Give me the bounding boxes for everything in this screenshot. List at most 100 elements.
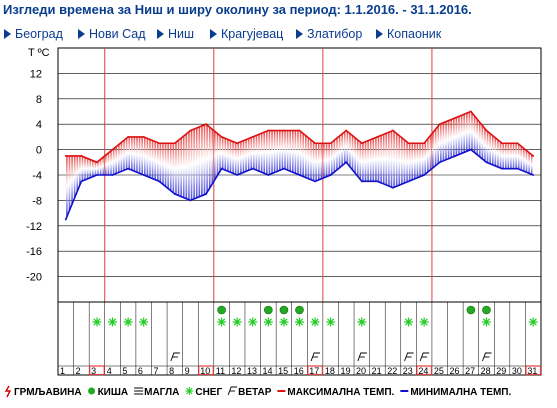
temperature-band-bar: [390, 131, 393, 188]
temperature-band-bar: [330, 142, 333, 174]
temperature-band-bar: [398, 135, 401, 186]
temperature-band-bar: [136, 136, 138, 173]
nav-label: Златибор: [307, 27, 363, 41]
max-temp-point: [220, 136, 223, 138]
nav-link-nis[interactable]: Ниш: [157, 27, 194, 41]
max-temp-point: [283, 129, 285, 132]
temperature-band-bar: [494, 137, 497, 167]
day-number-label: 10: [200, 366, 210, 376]
temperature-band-bar: [437, 125, 440, 164]
min-temp-point: [501, 167, 503, 170]
min-temp-point: [189, 199, 192, 202]
temperature-band-bar: [68, 155, 71, 210]
temperature-band-bar: [289, 130, 292, 172]
max-temp-point: [64, 155, 67, 157]
snow-icon-stroke: [358, 318, 366, 326]
temperature-band-bar: [369, 139, 372, 182]
wind-icon-stroke: [227, 386, 238, 396]
wind-icon: [170, 352, 180, 362]
wind-icon-stroke: [310, 352, 321, 362]
temperature-band-bar: [517, 144, 520, 170]
min-temp-point: [158, 180, 161, 183]
temperature-band-bar: [240, 141, 242, 174]
min-temp-point: [142, 174, 145, 176]
temperature-band-bar: [356, 140, 359, 177]
temperature-band-bar: [245, 139, 247, 172]
snow-icon-stroke: [124, 318, 132, 326]
nav-label: Нови Сад: [89, 27, 146, 41]
wind-icon-stroke: [482, 352, 492, 362]
legend-label: СНЕГ: [195, 387, 222, 398]
max-temp-point: [423, 142, 426, 145]
temperature-band-bar: [338, 135, 341, 168]
max-temp-point: [96, 161, 98, 164]
max-temp-point: [189, 129, 192, 132]
temperature-band-bar: [156, 142, 159, 181]
temperature-band-bar: [530, 154, 533, 175]
temperature-band-bar: [105, 154, 107, 175]
min-temp-point: [454, 155, 457, 157]
nav-link-beograd[interactable]: Београд: [4, 27, 63, 41]
snow-icon: [232, 317, 242, 327]
temperature-band-bar: [73, 155, 76, 198]
nav-link-zlatibor[interactable]: Златибор: [296, 27, 362, 41]
temperature-band-bar: [465, 113, 468, 152]
snow-icon-stroke: [280, 318, 288, 326]
temperature-band-bar: [429, 135, 432, 170]
temperature-band-bar: [382, 134, 385, 184]
max-temp-point: [329, 142, 332, 145]
temperature-band-bar: [221, 137, 224, 170]
snow-icon-stroke: [420, 318, 428, 326]
y-tick-label: -8: [32, 195, 42, 207]
day-number-label: 8: [169, 366, 174, 376]
day-number-label: 21: [372, 366, 382, 376]
day-number-label: 5: [122, 366, 127, 376]
min-temp-point: [251, 167, 254, 170]
temperature-band-bar: [185, 133, 188, 199]
page-title: Изгледи времена за Ниш и ширу околину за…: [3, 2, 472, 17]
nav-label: Копаоник: [387, 27, 442, 41]
temperature-band-bar: [279, 130, 281, 171]
y-tick-label: -12: [26, 221, 42, 233]
temperature-band-bar: [112, 148, 115, 175]
temperature-band-bar: [110, 150, 112, 175]
snow-icon: [528, 317, 538, 327]
highlighted-day-box: [307, 365, 323, 376]
nav-link-kopaonik[interactable]: Копаоник: [376, 27, 441, 41]
temperature-band-bar: [328, 143, 330, 176]
temperature-band-bar: [260, 133, 263, 173]
day-number-label: 4: [107, 366, 112, 376]
temperature-band-bar: [380, 135, 382, 183]
wind-icon-stroke: [357, 352, 367, 362]
day-number-label: 15: [278, 366, 288, 376]
temperature-band-bar: [468, 112, 471, 151]
temperature-band-bar: [141, 136, 143, 175]
temperature-band-bar: [123, 140, 125, 171]
legend-label: КИША: [98, 387, 129, 398]
temperature-band-bar: [263, 132, 266, 174]
arrow-right-icon: [210, 29, 217, 39]
max-temp-point: [267, 129, 270, 132]
temperature-band-bar: [125, 137, 128, 170]
temperature-band-bar: [266, 131, 268, 175]
temperature-band-bar: [504, 143, 507, 169]
min-temp-point: [283, 167, 285, 170]
day-number-label: 27: [465, 366, 475, 376]
temperature-band-bar: [460, 115, 463, 154]
wind-icon: [227, 386, 238, 396]
snow-icon: [279, 317, 289, 327]
arrow-right-icon: [296, 29, 303, 39]
max-temp-point: [469, 110, 472, 113]
nav-link-kragujevac[interactable]: Крагујевац: [210, 27, 283, 41]
nav-label: Београд: [15, 27, 63, 41]
legend-label: МАГЛА: [144, 387, 179, 398]
nav-label: Крагујевац: [221, 27, 284, 41]
max-temp-point: [485, 129, 488, 132]
max-temp-point: [111, 148, 114, 151]
temperature-band-bar: [450, 119, 453, 158]
day-number-label: 22: [387, 366, 397, 376]
temperature-band-bar: [343, 131, 346, 164]
max-temp-point: [236, 142, 239, 145]
wind-icon: [482, 352, 492, 362]
nav-link-novi-sad[interactable]: Нови Сад: [78, 27, 146, 41]
